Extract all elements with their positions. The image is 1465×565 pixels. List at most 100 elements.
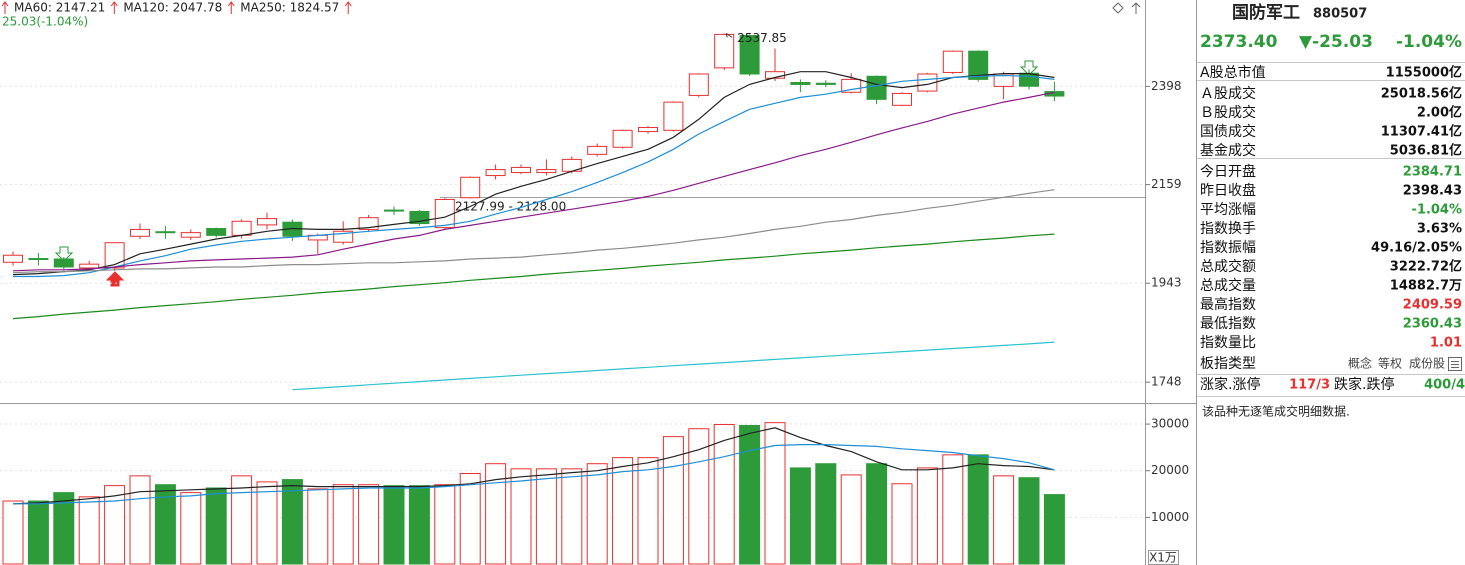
y-tick-label: 30000 — [1151, 417, 1189, 431]
legend-arrow — [227, 1, 235, 14]
icon-diamond[interactable] — [1112, 2, 1124, 14]
volume-bar — [713, 424, 735, 565]
legend-arrow — [344, 1, 352, 14]
candle-body — [28, 258, 49, 261]
volume-bar — [129, 475, 151, 565]
volume-bar — [383, 485, 405, 565]
volume-bar — [866, 463, 888, 565]
volume-bar — [2, 500, 24, 565]
volume-bar — [78, 496, 100, 565]
volume-bar — [281, 479, 303, 565]
volume-bar — [967, 454, 989, 565]
candle-body — [79, 263, 100, 269]
row-value: 2384.71 — [1403, 165, 1462, 180]
volume-bar — [739, 424, 761, 565]
index-code: 880507 — [1313, 7, 1367, 22]
legend-arrow — [110, 1, 118, 14]
candle-body — [231, 220, 252, 236]
candle-body — [206, 228, 227, 236]
row-label: 指数换手 — [1200, 220, 1256, 237]
candle-body — [968, 50, 989, 80]
volume-bar — [637, 457, 659, 565]
ma-line — [12, 427, 1055, 505]
candle-body — [790, 82, 811, 85]
volume-bar — [942, 454, 964, 565]
change-pct: -1.04% — [1396, 32, 1462, 52]
index-type-tag[interactable]: 成份股 — [1409, 357, 1445, 371]
candle-body — [130, 228, 150, 237]
row-value: 25018.56亿 — [1381, 86, 1462, 102]
breadth-value: 400/4 — [1424, 378, 1465, 393]
volume-bar — [53, 492, 75, 565]
row-value: 5036.81亿 — [1390, 143, 1462, 159]
row-value: -1.04% — [1412, 203, 1463, 218]
candle-body — [942, 50, 963, 73]
candle-body — [739, 35, 760, 75]
volume-bar — [180, 492, 202, 565]
row-label: 最高指数 — [1200, 296, 1256, 313]
candle-body — [155, 231, 176, 234]
row-value: 14882.7万 — [1390, 279, 1462, 294]
candle-body — [53, 258, 74, 268]
volume-bar — [459, 473, 481, 565]
signal-arrow-down — [54, 246, 74, 262]
candle-body — [917, 73, 938, 92]
row-value: 2398.43 — [1403, 184, 1462, 199]
volume-bar — [764, 422, 786, 565]
row-value: 49.16/2.05% — [1371, 241, 1462, 256]
breadth-label: 跌家.跌停 — [1334, 376, 1394, 393]
row-label: 总成交量 — [1200, 277, 1256, 294]
volume-bar — [231, 475, 253, 565]
candle-body — [460, 176, 481, 199]
row-label: Ｂ股成交 — [1200, 104, 1256, 121]
index-type-tag[interactable]: 等权 — [1378, 357, 1402, 371]
volume-bar — [993, 475, 1015, 565]
signal-arrow-up — [105, 271, 125, 287]
legend-entry: MA60: 2147.21 — [14, 1, 105, 15]
ma-line — [13, 444, 1055, 505]
candle-body — [511, 166, 531, 174]
candle-body — [815, 82, 836, 85]
y-tick-label: 1943 — [1151, 276, 1182, 290]
menu-icon[interactable] — [1448, 357, 1462, 371]
volume-bar — [27, 500, 49, 565]
volume-bar — [916, 467, 938, 565]
volume-bar — [358, 484, 380, 565]
volume-bar — [1018, 477, 1040, 565]
breadth-value: 117/3 — [1289, 378, 1330, 393]
index-type-label: 板指类型 — [1200, 356, 1256, 372]
row-label: 基金成交 — [1200, 142, 1256, 159]
candle-body — [384, 209, 404, 212]
volume-bar — [434, 484, 456, 565]
volume-bar — [408, 485, 430, 565]
row-label: A股总市值 — [1200, 64, 1266, 81]
volume-bar — [662, 436, 684, 565]
volume-bar — [256, 481, 278, 565]
candle-body — [612, 129, 633, 148]
volume-bar — [104, 485, 126, 565]
icon-up[interactable] — [1131, 2, 1141, 14]
volume-bar — [815, 463, 837, 565]
candle-body — [714, 33, 735, 69]
volume-bar — [1043, 494, 1065, 565]
high-marker — [725, 32, 733, 38]
high-label: 2537.85 — [737, 31, 787, 45]
candle-body — [892, 92, 912, 106]
volume-bar — [154, 484, 176, 565]
legend-entry: MA250: 1824.57 — [240, 1, 339, 15]
row-value: 2.00亿 — [1417, 105, 1462, 121]
change: ▼-25.03 — [1299, 32, 1373, 52]
candle-body — [180, 232, 201, 238]
y-tick-label: 2398 — [1151, 79, 1182, 93]
row-label: 最低指数 — [1200, 316, 1256, 332]
volume-bar — [612, 457, 634, 565]
candle-body — [663, 101, 684, 131]
volume-bar — [891, 483, 913, 565]
ma-line — [292, 341, 1055, 391]
candle-body — [3, 254, 23, 263]
unit-label: X1万 — [1149, 551, 1177, 565]
candle-body — [485, 169, 506, 177]
index-type-tag[interactable]: 概念 — [1348, 356, 1372, 371]
